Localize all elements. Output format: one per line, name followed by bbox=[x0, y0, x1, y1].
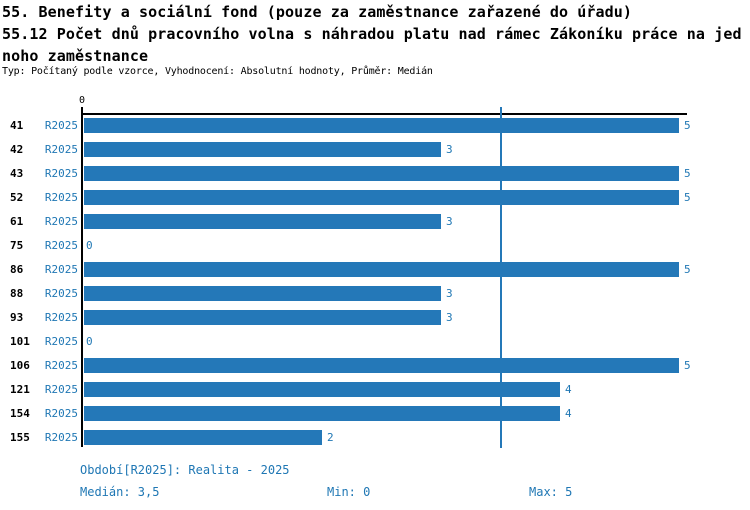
median-stat: Medián: 3,5 bbox=[80, 485, 160, 499]
value-label: 3 bbox=[446, 287, 453, 300]
value-bar bbox=[84, 118, 679, 133]
chart-row: 106 R2025 5 bbox=[0, 354, 750, 378]
chart-row: 93 R2025 3 bbox=[0, 306, 750, 330]
period-code-label: R2025 bbox=[44, 143, 78, 156]
value-label: 4 bbox=[565, 383, 572, 396]
period-code-label: R2025 bbox=[44, 359, 78, 372]
category-label: 61 bbox=[10, 215, 24, 228]
category-label: 86 bbox=[10, 263, 24, 276]
category-label: 43 bbox=[10, 167, 24, 180]
value-bar bbox=[84, 382, 560, 397]
category-label: 88 bbox=[10, 287, 24, 300]
chart-row: 43 R2025 5 bbox=[0, 162, 750, 186]
value-bar bbox=[84, 358, 679, 373]
value-label: 5 bbox=[684, 167, 691, 180]
value-label: 5 bbox=[684, 359, 691, 372]
value-label: 3 bbox=[446, 215, 453, 228]
min-stat: Min: 0 bbox=[327, 485, 371, 499]
indicator-title-line-1: 55.12 Počet dnů pracovního volna s náhra… bbox=[2, 25, 742, 43]
period-code-label: R2025 bbox=[44, 287, 78, 300]
category-label: 106 bbox=[10, 359, 30, 372]
value-bar bbox=[84, 142, 441, 157]
category-label: 101 bbox=[10, 335, 30, 348]
period-code-label: R2025 bbox=[44, 335, 78, 348]
indicator-title-line-2: noho zaměstnance bbox=[2, 47, 149, 65]
category-label: 52 bbox=[10, 191, 24, 204]
value-label: 0 bbox=[86, 335, 93, 348]
chart-meta: Typ: Počítaný podle vzorce, Vyhodnocení:… bbox=[2, 66, 433, 77]
value-label: 3 bbox=[446, 143, 453, 156]
value-bar bbox=[84, 310, 441, 325]
value-label: 5 bbox=[684, 263, 691, 276]
chart-row: 61 R2025 3 bbox=[0, 210, 750, 234]
chart-row: 86 R2025 5 bbox=[0, 258, 750, 282]
category-label: 154 bbox=[10, 407, 30, 420]
category-label: 93 bbox=[10, 311, 24, 324]
report-section-title: 55. Benefity a sociální fond (pouze za z… bbox=[2, 3, 633, 21]
value-label: 2 bbox=[327, 431, 334, 444]
max-stat: Max: 5 bbox=[529, 485, 573, 499]
chart-row: 155 R2025 2 bbox=[0, 426, 750, 450]
chart-row: 88 R2025 3 bbox=[0, 282, 750, 306]
x-axis-tick-label: 0 bbox=[78, 95, 86, 106]
period-code-label: R2025 bbox=[44, 407, 78, 420]
y-axis-line bbox=[81, 107, 83, 447]
period-code-label: R2025 bbox=[44, 263, 78, 276]
chart-row: 75 R2025 0 bbox=[0, 234, 750, 258]
value-label: 4 bbox=[565, 407, 572, 420]
category-label: 155 bbox=[10, 431, 30, 444]
category-label: 75 bbox=[10, 239, 24, 252]
value-bar bbox=[84, 406, 560, 421]
period-code-label: R2025 bbox=[44, 383, 78, 396]
value-bar bbox=[84, 214, 441, 229]
value-label: 5 bbox=[684, 119, 691, 132]
chart-row: 121 R2025 4 bbox=[0, 378, 750, 402]
median-line bbox=[500, 107, 502, 448]
chart-row: 154 R2025 4 bbox=[0, 402, 750, 426]
category-label: 42 bbox=[10, 143, 24, 156]
value-label: 0 bbox=[86, 239, 93, 252]
category-label: 41 bbox=[10, 119, 24, 132]
category-label: 121 bbox=[10, 383, 30, 396]
value-bar bbox=[84, 430, 322, 445]
period-legend: Období[R2025]: Realita - 2025 bbox=[80, 463, 290, 477]
chart-row: 101 R2025 0 bbox=[0, 330, 750, 354]
period-code-label: R2025 bbox=[44, 119, 78, 132]
value-bar bbox=[84, 166, 679, 181]
chart-row: 42 R2025 3 bbox=[0, 138, 750, 162]
value-bar bbox=[84, 286, 441, 301]
period-code-label: R2025 bbox=[44, 215, 78, 228]
period-code-label: R2025 bbox=[44, 167, 78, 180]
x-axis-line bbox=[81, 113, 687, 115]
period-code-label: R2025 bbox=[44, 239, 78, 252]
chart-row: 52 R2025 5 bbox=[0, 186, 750, 210]
value-bar bbox=[84, 190, 679, 205]
bar-chart: 0 41 R2025 5 42 R2025 3 43 R2025 5 52 R2025 5 61 R202… bbox=[0, 90, 750, 455]
value-bar bbox=[84, 262, 679, 277]
value-label: 3 bbox=[446, 311, 453, 324]
chart-row: 41 R2025 5 bbox=[0, 114, 750, 138]
value-label: 5 bbox=[684, 191, 691, 204]
period-code-label: R2025 bbox=[44, 311, 78, 324]
period-code-label: R2025 bbox=[44, 191, 78, 204]
period-code-label: R2025 bbox=[44, 431, 78, 444]
